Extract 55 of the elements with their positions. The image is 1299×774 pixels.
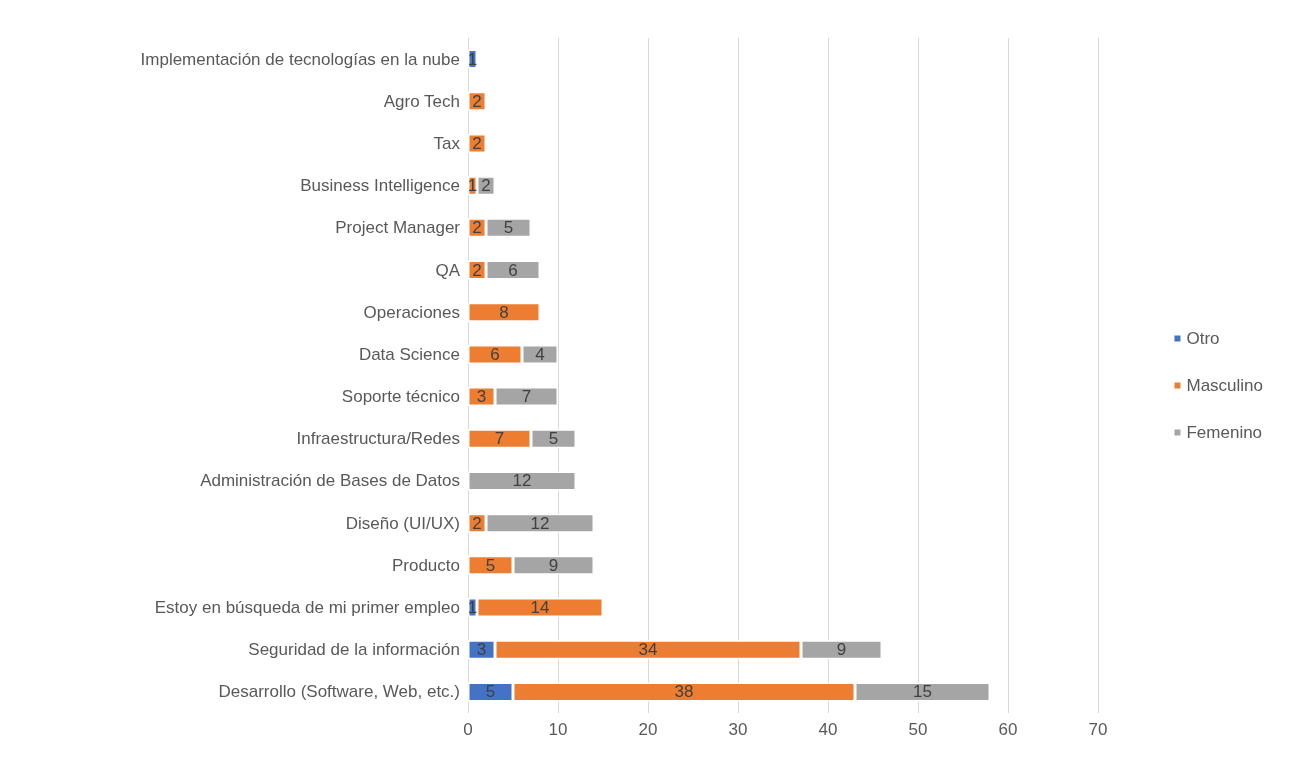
data-label: 2 bbox=[481, 176, 491, 196]
y-tick-label: Data Science bbox=[358, 344, 460, 364]
data-label: 15 bbox=[913, 682, 932, 702]
data-label: 6 bbox=[490, 344, 500, 364]
y-tick-label: QA bbox=[435, 260, 461, 280]
data-label: 9 bbox=[548, 555, 559, 575]
data-label: 2 bbox=[472, 91, 482, 111]
y-tick-label: Project Manager bbox=[335, 218, 461, 238]
data-label: 7 bbox=[521, 387, 532, 407]
x-tick-label: 30 bbox=[728, 720, 748, 739]
y-tick-label: Desarrollo (Software, Web, etc.) bbox=[218, 682, 460, 702]
x-tick-label: 60 bbox=[998, 720, 1018, 739]
data-label: 8 bbox=[499, 302, 509, 322]
x-tick-label: 50 bbox=[908, 720, 928, 739]
y-tick-label: Tax bbox=[433, 133, 461, 153]
bar bbox=[468, 302, 540, 322]
data-label: 6 bbox=[508, 260, 518, 280]
data-label: 5 bbox=[485, 682, 496, 702]
data-label: 12 bbox=[512, 471, 532, 491]
x-tick-label: 40 bbox=[818, 720, 838, 739]
data-label: 5 bbox=[503, 218, 514, 238]
legend-label: Masculino bbox=[1186, 376, 1264, 395]
y-tick-label: Operaciones bbox=[363, 302, 460, 322]
data-label: 2 bbox=[472, 513, 482, 533]
data-label: 34 bbox=[638, 640, 658, 660]
data-label: 9 bbox=[836, 640, 847, 660]
data-label: 38 bbox=[674, 682, 694, 702]
data-label: 3 bbox=[476, 387, 487, 407]
y-tick-label: Soporte técnico bbox=[341, 387, 460, 407]
y-tick-label: Diseño (UI/UX) bbox=[345, 513, 460, 533]
data-label: 2 bbox=[472, 260, 482, 280]
bar bbox=[468, 471, 576, 491]
legend-label: Otro bbox=[1186, 329, 1220, 348]
y-tick-label: Agro Tech bbox=[383, 91, 460, 111]
y-tick-label: Producto bbox=[391, 555, 460, 575]
y-tick-label: Administración de Bases de Datos bbox=[200, 471, 460, 491]
data-label: 7 bbox=[494, 429, 505, 449]
data-label: 2 bbox=[472, 218, 482, 238]
x-tick-label: 70 bbox=[1088, 720, 1108, 739]
x-tick-label: 20 bbox=[638, 720, 658, 739]
data-label: 5 bbox=[485, 555, 496, 575]
y-tick-label: Implementación de tecnologías en la nube bbox=[140, 49, 460, 69]
data-label: 3 bbox=[476, 640, 487, 660]
data-label: 5 bbox=[548, 429, 559, 449]
y-tick-label: Infraestructura/Redes bbox=[296, 429, 460, 449]
data-label: 14 bbox=[530, 598, 550, 618]
legend-label: Femenino bbox=[1186, 423, 1263, 442]
y-tick-label: Seguridad de la información bbox=[248, 640, 460, 660]
data-label: 12 bbox=[530, 513, 550, 533]
data-label: 4 bbox=[535, 344, 545, 364]
x-tick-label: 0 bbox=[463, 720, 473, 739]
y-tick-label: Business Intelligence bbox=[300, 176, 460, 196]
y-tick-label: Estoy en búsqueda de mi primer empleo bbox=[154, 598, 460, 618]
data-label: 2 bbox=[472, 133, 482, 153]
x-tick-label: 10 bbox=[548, 720, 568, 739]
